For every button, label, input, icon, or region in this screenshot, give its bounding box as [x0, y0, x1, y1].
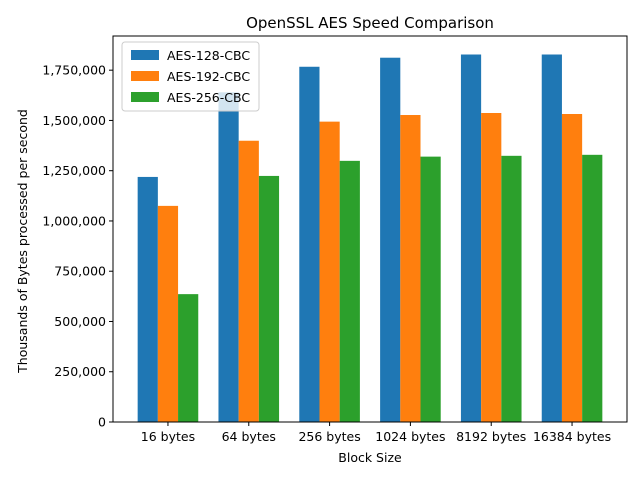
- bar-aes-256-cbc-16384-bytes: [582, 154, 603, 422]
- y-tick-label: 750,000: [54, 264, 106, 279]
- legend: AES-128-CBC AES-192-CBC AES-256-CBC: [121, 41, 260, 112]
- bar-aes-128-cbc-16384-bytes: [541, 54, 562, 422]
- bar-aes-256-cbc-64-bytes: [258, 175, 280, 422]
- x-axis-label: Block Size: [338, 450, 402, 465]
- x-tick-label-64-bytes: 64 bytes: [222, 429, 276, 444]
- bar-aes-128-cbc-256-bytes: [299, 66, 320, 422]
- legend-label-aes-256-cbc: AES-256-CBC: [167, 90, 250, 105]
- legend-swatch-aes-192-cbc: [131, 71, 159, 81]
- legend-label-aes-192-cbc: AES-192-CBC: [167, 69, 250, 84]
- bar-aes-256-cbc-8192-bytes: [501, 155, 522, 422]
- y-tick-label: 0: [98, 415, 106, 430]
- bar-aes-192-cbc-16384-bytes: [561, 114, 583, 422]
- y-tick-label: 1,000,000: [42, 213, 106, 228]
- plot-frame: [112, 35, 628, 423]
- bar-aes-192-cbc-16-bytes: [157, 205, 179, 422]
- legend-label-aes-128-cbc: AES-128-CBC: [167, 48, 250, 63]
- x-tick-label-8192-bytes: 8192 bytes: [456, 429, 526, 444]
- y-tick-label: 250,000: [54, 364, 106, 379]
- x-tick-label-16384-bytes: 16384 bytes: [533, 429, 611, 444]
- chart-title: OpenSSL AES Speed Comparison: [246, 14, 494, 32]
- legend-swatch-aes-128-cbc: [131, 50, 159, 60]
- bar-aes-192-cbc-256-bytes: [319, 121, 340, 422]
- y-tick-label: 1,750,000: [42, 63, 106, 78]
- bar-aes-256-cbc-1024-bytes: [420, 156, 441, 423]
- bar-aes-128-cbc-16-bytes: [137, 176, 158, 422]
- y-tick-label: 1,250,000: [42, 163, 106, 178]
- y-axis-label: Thousands of Bytes processed per second: [15, 109, 30, 374]
- bar-aes-128-cbc-1024-bytes: [380, 57, 401, 423]
- x-tick-label-16-bytes: 16 bytes: [141, 429, 195, 444]
- y-tick-label: 500,000: [54, 314, 106, 329]
- y-tick-label: 1,500,000: [42, 113, 106, 128]
- bar-aes-192-cbc-8192-bytes: [481, 113, 502, 422]
- bar-aes-128-cbc-8192-bytes: [460, 54, 482, 422]
- bar-aes-256-cbc-256-bytes: [339, 160, 360, 422]
- bar-aes-192-cbc-64-bytes: [238, 140, 259, 423]
- bar-aes-128-cbc-64-bytes: [218, 92, 239, 422]
- bar-aes-192-cbc-1024-bytes: [400, 115, 421, 422]
- x-tick-label-256-bytes: 256 bytes: [298, 429, 360, 444]
- bars-group: [137, 54, 603, 423]
- x-tick-label-1024-bytes: 1024 bytes: [375, 429, 445, 444]
- legend-swatch-aes-256-cbc: [131, 92, 159, 102]
- bar-aes-256-cbc-16-bytes: [178, 294, 199, 422]
- axes-group: 0 250,000 500,000 750,000 1,000,000 1,250,000…: [42, 35, 628, 444]
